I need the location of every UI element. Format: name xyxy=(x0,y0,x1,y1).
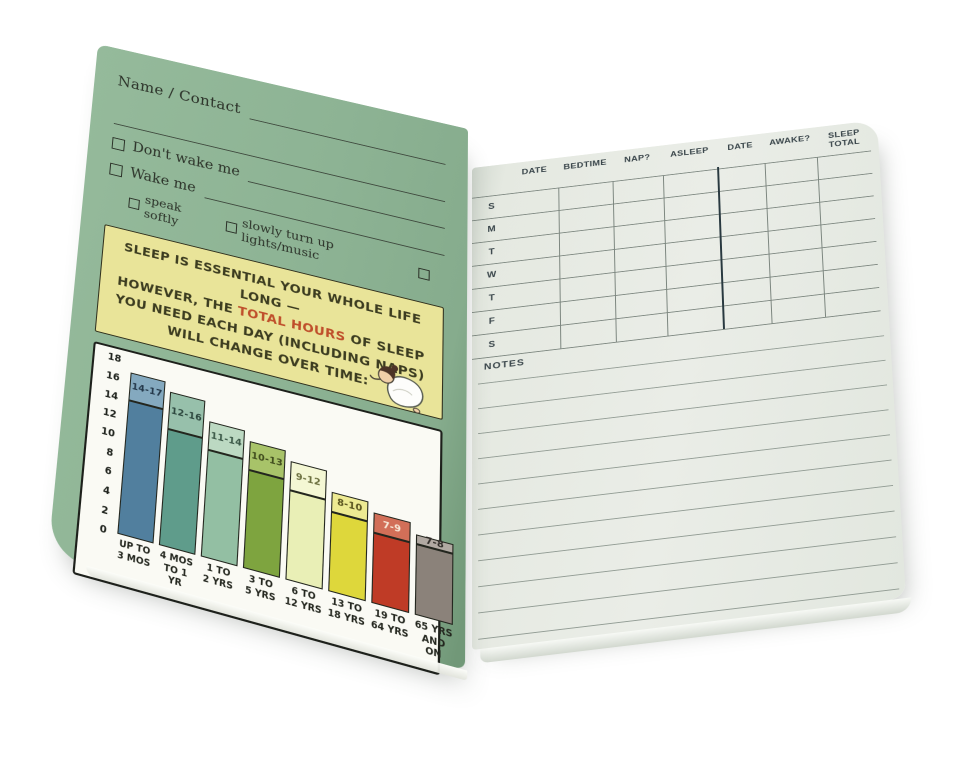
bar-solid-segment xyxy=(328,511,368,602)
table-row-line xyxy=(471,195,874,244)
day-label-6-s: S xyxy=(488,339,496,351)
ruled-line xyxy=(478,384,888,435)
range-bar-up-to-3-mos: 14-17 xyxy=(117,363,166,544)
range-bar-65-yrs-and-on: 7-8 xyxy=(414,436,455,626)
y-axis-tick: 0 xyxy=(99,523,108,538)
range-bar-4-mos-to-1-yr: 12-16 xyxy=(158,373,207,556)
ruled-line xyxy=(478,536,897,588)
name-contact-write-line xyxy=(249,106,446,165)
table-row-line xyxy=(471,240,877,290)
range-bar-3-to-5-yrs: 10-13 xyxy=(242,394,288,579)
column-header-nap-: NAP? xyxy=(624,152,651,165)
ruled-line xyxy=(478,588,900,640)
ruled-line xyxy=(478,562,898,614)
bar-solid-segment xyxy=(414,543,454,626)
sleep-log-table: DATE BEDTIME NAP? ASLEEP DATE AWAKE? SLEEP TOT… xyxy=(471,120,906,650)
chart-y-axis: 18 16 14 12 10 8 6 4 2 0 xyxy=(88,351,122,537)
bar-solid-segment xyxy=(285,490,326,590)
category-label: 65 YRS AND ON xyxy=(414,619,453,662)
y-axis-tick: 10 xyxy=(100,425,116,441)
y-axis-tick: 8 xyxy=(105,446,114,460)
range-bar-6-to-12-yrs: 9-12 xyxy=(285,405,329,590)
category-label: 19 TO 64 YRS xyxy=(370,608,409,641)
column-header-date: DATE xyxy=(521,164,548,178)
range-bar-1-to-2-yrs: 11-14 xyxy=(200,384,247,567)
category-label: 4 MOS TO 1 YR xyxy=(159,550,194,590)
column-header-bedtime: BEDTIME xyxy=(563,157,607,173)
table-row-line xyxy=(471,172,873,222)
category-label: 3 TO 5 YRS xyxy=(244,574,276,604)
ruled-line xyxy=(478,484,894,536)
checkbox-wake-me-icon xyxy=(109,162,123,177)
category-label: 13 TO 18 YRS xyxy=(327,596,366,629)
column-header-sleep-total: SLEEP TOTAL xyxy=(827,127,861,150)
y-axis-tick: 6 xyxy=(104,465,113,479)
category-label: 1 TO 2 YRS xyxy=(202,562,234,593)
notes-label: NOTES xyxy=(483,357,525,373)
y-axis-tick: 4 xyxy=(102,484,111,498)
right-page-sleep-log: DATE BEDTIME NAP? ASLEEP DATE AWAKE? SLEEP TOT… xyxy=(471,119,906,651)
bar-solid-segment xyxy=(371,532,411,614)
ruled-line xyxy=(478,459,892,510)
checkbox-dont-wake-icon xyxy=(111,136,126,152)
range-bar-13-to-18-yrs: 8-10 xyxy=(328,415,370,602)
y-axis-tick: 18 xyxy=(107,351,122,366)
bar-solid-segment xyxy=(200,449,244,567)
table-row-line xyxy=(471,263,878,314)
bar-solid-segment xyxy=(242,469,285,579)
bar-solid-segment xyxy=(117,399,164,544)
write-line xyxy=(113,122,446,203)
ruled-line xyxy=(477,335,885,385)
checkbox-lights-music-icon xyxy=(225,220,238,234)
checkbox-other-icon xyxy=(418,267,430,281)
column-header-asleep: ASLEEP xyxy=(670,145,709,160)
column-header-awake-: AWAKE? xyxy=(769,133,811,148)
y-axis-tick: 2 xyxy=(100,503,109,518)
bar-solid-segment xyxy=(158,429,203,556)
left-page-info: Name / Contact Don't wake me Wake me spe… xyxy=(48,44,468,676)
table-row-line xyxy=(471,287,880,337)
checkbox-speak-softly-icon xyxy=(128,197,140,210)
table-row-line xyxy=(471,310,881,360)
name-contact-label: Name / Contact xyxy=(117,72,242,118)
ruled-line xyxy=(478,409,889,460)
speak-softly-label: speak softly xyxy=(143,192,182,228)
y-axis-tick: 16 xyxy=(105,369,121,385)
y-axis-tick: 14 xyxy=(103,388,119,403)
y-axis-tick: 12 xyxy=(102,406,117,422)
category-label: 6 TO 12 YRS xyxy=(284,585,322,617)
ruled-line xyxy=(478,510,895,562)
range-bar-19-to-64-yrs: 7-9 xyxy=(371,426,412,614)
ruled-line xyxy=(477,359,886,410)
ruled-line xyxy=(478,434,891,485)
table-row-line xyxy=(471,218,876,267)
column-header-date: DATE xyxy=(727,140,754,153)
category-label: UP TO 3 MOS xyxy=(116,539,151,570)
